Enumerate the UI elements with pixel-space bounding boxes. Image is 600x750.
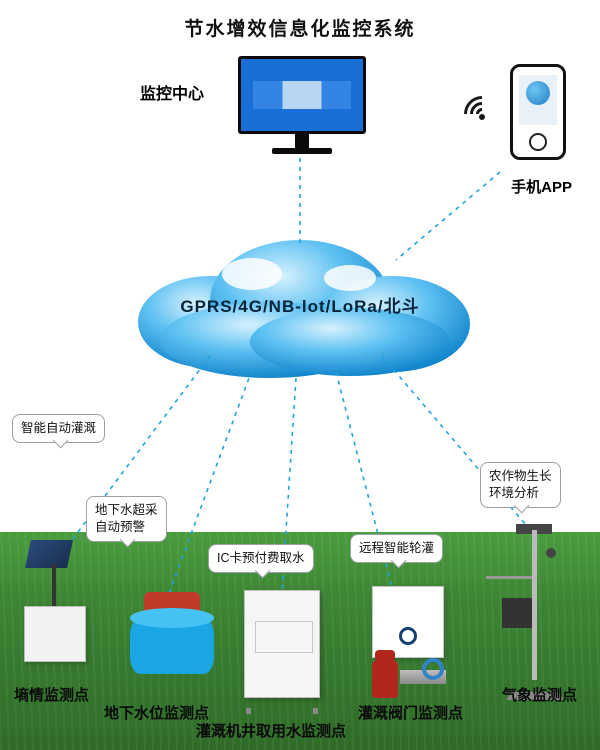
handwheel-icon: [422, 658, 444, 680]
hydrant-icon: [372, 660, 398, 698]
bubble-crop-env: 农作物生长 环境分析: [480, 462, 561, 508]
solar-panel-icon: [25, 540, 73, 568]
machine-well-cabinet-device: [234, 590, 330, 710]
monitor-device: [238, 56, 366, 154]
bubble-auto-irrigation: 智能自动灌溉: [12, 414, 105, 443]
cloud-protocols-label: GPRS/4G/NB-lot/LoRa/北斗: [0, 292, 600, 317]
caption-weather: 气象监测点: [502, 684, 577, 705]
caption-groundwater: 地下水位监测点: [104, 702, 209, 723]
logo-icon: [399, 627, 417, 645]
datalogger-icon: [502, 598, 532, 628]
monitor-base: [272, 148, 332, 154]
soil-monitor-device: [10, 540, 100, 680]
phone-label: 手机APP: [511, 176, 572, 197]
sensor-arm: [486, 576, 536, 579]
weather-station-device: [472, 520, 582, 710]
anemometer-icon: [546, 548, 556, 558]
groundwater-well-device: [120, 592, 220, 702]
mast: [532, 530, 537, 680]
caption-soil: 墒情监测点: [14, 684, 89, 705]
cabinet-icon: [244, 590, 320, 698]
bubble-ic-prepaid: IC卡预付费取水: [208, 544, 314, 573]
phone-device: [510, 64, 566, 160]
cabinet-legs: [246, 708, 318, 714]
bubble-remote-rotation: 远程智能轮灌: [350, 534, 443, 563]
control-box-icon: [24, 606, 86, 662]
bubble-groundwater-alarm: 地下水超采 自动预警: [86, 496, 167, 542]
monitor-label: 监控中心: [140, 80, 204, 104]
diagram-title: 节水增效信息化监控系统: [0, 14, 600, 41]
caption-valve: 灌溉阀门监测点: [358, 702, 463, 723]
globe-icon: [526, 81, 550, 105]
valve-controller-device: [344, 586, 464, 716]
caption-machine-well: 灌溉机井取用水监测点: [196, 720, 346, 741]
monitor-neck: [295, 134, 309, 148]
monitor-screen-icon: [238, 56, 366, 134]
well-body-icon: [130, 618, 214, 674]
wifi-icon: [464, 96, 500, 132]
valve-box-icon: [372, 586, 444, 658]
